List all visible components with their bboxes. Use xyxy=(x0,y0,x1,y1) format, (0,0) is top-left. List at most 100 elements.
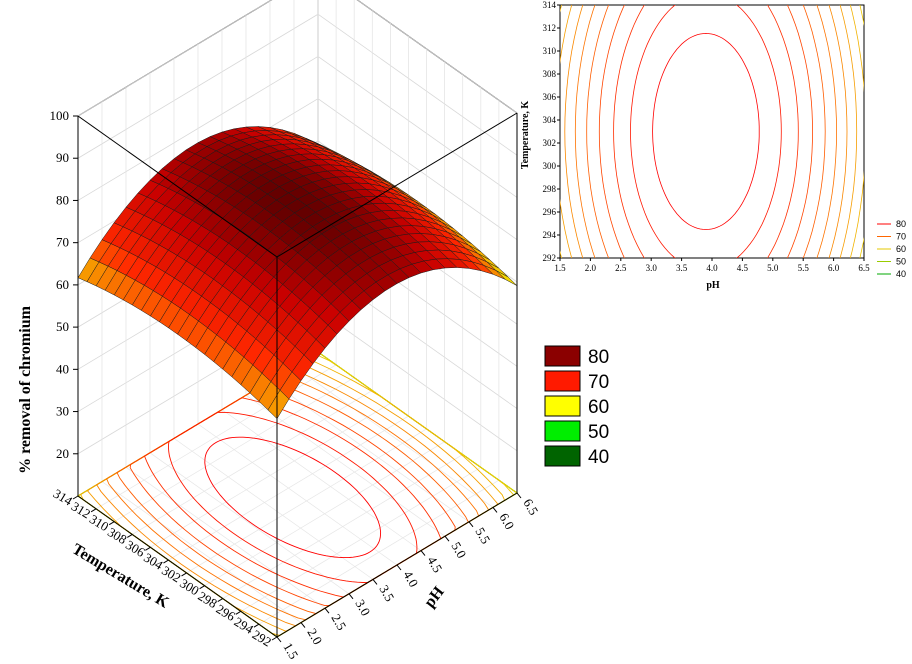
floor-grid-line xyxy=(293,366,494,508)
legend-swatch xyxy=(544,445,581,467)
contour-x-tick-label: 5.0 xyxy=(767,263,779,273)
contour-y-tick-label: 306 xyxy=(543,92,557,102)
contour-legend-label: 60 xyxy=(896,244,906,254)
x-tick-mark xyxy=(108,521,115,526)
contour-y-tick-label: 294 xyxy=(543,230,557,240)
floor-grid-line xyxy=(245,394,446,537)
x-tick-mark xyxy=(253,623,260,628)
contour-line xyxy=(652,32,760,231)
contour-y-tick-label: 310 xyxy=(543,46,557,56)
wall-grid-line xyxy=(317,13,518,156)
z-tick-label: 80 xyxy=(56,192,69,207)
x-tick-mark xyxy=(235,610,242,615)
legend-label: 60 xyxy=(588,397,609,418)
floor-grid-line xyxy=(125,466,326,609)
wall-grid-line xyxy=(356,0,518,114)
contour-y-tick-label: 292 xyxy=(543,253,557,263)
x-tick-mark xyxy=(181,572,187,577)
contour-y-tick-label: 312 xyxy=(543,23,557,33)
contour-lines xyxy=(560,5,864,258)
floor-contour-line xyxy=(144,397,442,598)
z-tick-label: 60 xyxy=(56,277,69,292)
floor-grid-line xyxy=(269,380,470,523)
floor-contour-line xyxy=(106,374,480,621)
z-tick-label: 100 xyxy=(50,108,70,123)
floor-contour-line xyxy=(204,436,382,559)
y-tick-label: 5.0 xyxy=(448,539,469,561)
legend-swatch xyxy=(544,370,581,392)
contour-y-tick-label: 302 xyxy=(543,138,557,148)
contour-legend: 80 70 60 50 40 xyxy=(877,219,906,279)
response-surface xyxy=(77,126,518,420)
y-tick-label: 2.5 xyxy=(328,611,349,633)
box-edge xyxy=(356,0,518,114)
x-tick-mark xyxy=(163,559,169,564)
wall-grid-line xyxy=(317,56,518,198)
floor-grid-line xyxy=(101,481,302,623)
x-tick-mark xyxy=(271,636,278,641)
box-edge xyxy=(77,115,278,258)
contour-y-tick-label: 298 xyxy=(543,184,557,194)
legend-swatch xyxy=(544,420,581,442)
contour-x-tick-label: 2.5 xyxy=(615,263,627,273)
x-tick-mark xyxy=(199,585,205,590)
legend-label: 70 xyxy=(588,372,609,393)
z-axis-title: % removal of chromium xyxy=(17,305,34,474)
y-tick-label: 4.0 xyxy=(400,568,421,590)
contour-x-tick-label: 5.5 xyxy=(798,263,810,273)
y-tick-label: 1.5 xyxy=(280,640,301,662)
surface-legend: 80 70 60 50 40 xyxy=(544,345,609,468)
floor-grid-line xyxy=(149,452,350,595)
legend-label: 80 xyxy=(588,347,609,368)
z-tick-label: 30 xyxy=(56,404,69,419)
floor-grid-line xyxy=(221,409,422,551)
y-tick-label: 3.5 xyxy=(376,582,397,604)
wall-grid-line xyxy=(317,309,518,452)
floor-grid-line xyxy=(173,438,374,580)
contour-line xyxy=(574,5,837,258)
y-tick-mark xyxy=(372,579,378,585)
y-tick-mark xyxy=(276,636,282,643)
y-tick-label: 2.0 xyxy=(304,626,325,648)
contour-line xyxy=(586,5,826,258)
contour-legend-label: 40 xyxy=(896,269,906,279)
surface-patch xyxy=(267,389,290,420)
contour-ticks: 1.5 2.0 2.5 3.0 3.5 4.0 4.5 5.0 5.5 6.0 6.5 292 294 2… xyxy=(543,0,871,273)
y-tick-mark xyxy=(324,607,330,614)
legend-label: 40 xyxy=(588,447,609,468)
x-tick-mark xyxy=(217,598,223,602)
y-tick-mark xyxy=(420,550,426,556)
z-tick-label: 40 xyxy=(56,361,69,376)
x-tick-mark xyxy=(145,546,151,551)
floor-grid-line xyxy=(197,423,398,566)
contour-plot: 1.5 2.0 2.5 3.0 3.5 4.0 4.5 5.0 5.5 6.0 6.5 292 294 2… xyxy=(520,0,906,291)
z-tick-label: 20 xyxy=(56,446,69,461)
x-tick-mark xyxy=(72,495,79,500)
contour-legend-label: 50 xyxy=(896,257,906,267)
contour-y-tick-label: 300 xyxy=(543,161,557,171)
x-tick-label: 292 xyxy=(250,627,274,650)
z-tick-label: 90 xyxy=(56,150,69,165)
contour-line xyxy=(613,5,799,258)
y-tick-mark xyxy=(492,507,498,513)
contour-x-tick-label: 2.0 xyxy=(585,263,597,273)
x-tick-mark xyxy=(90,508,97,513)
contour-line xyxy=(598,5,813,258)
contour-x-title: pH xyxy=(706,280,720,291)
y-tick-label: 5.5 xyxy=(472,525,493,547)
contour-y-title: Temperature, K xyxy=(520,101,531,170)
y-axis-title: pH xyxy=(421,583,448,611)
z-tick-label: 70 xyxy=(56,235,69,250)
contour-legend-label: 70 xyxy=(896,232,906,242)
legend-label: 50 xyxy=(588,422,609,443)
contour-y-tick-label: 304 xyxy=(543,115,557,125)
y-tick-label: 6.5 xyxy=(520,496,541,518)
contour-x-tick-label: 4.5 xyxy=(737,263,749,273)
y-tick-label: 3.0 xyxy=(352,597,373,619)
legend-swatch xyxy=(544,345,581,367)
contour-x-tick-label: 1.5 xyxy=(554,263,566,273)
y-tick-mark xyxy=(396,564,402,571)
x-tick-mark xyxy=(127,534,133,538)
contour-x-tick-label: 3.5 xyxy=(676,263,688,273)
